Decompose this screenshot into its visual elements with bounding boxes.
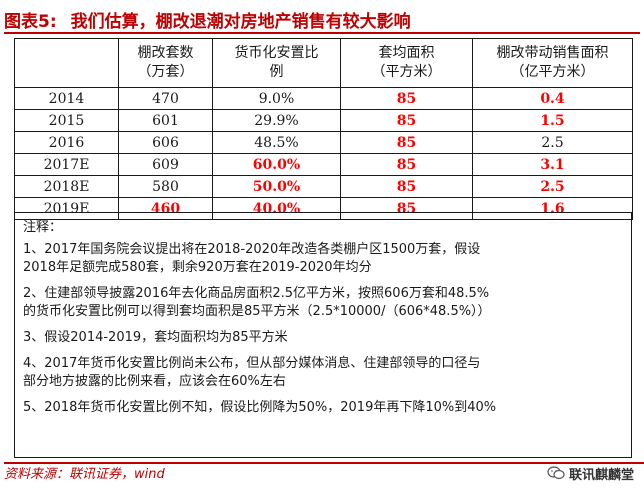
cell-sales: 2.5 bbox=[472, 131, 633, 154]
figure-number: 图表5: bbox=[4, 11, 57, 32]
cell-sets: 470 bbox=[118, 87, 213, 110]
table-row: 2015 601 29.9% 85 1.5 bbox=[14, 109, 633, 132]
cell-sales: 0.4 bbox=[472, 87, 633, 110]
cell-year: 2018E bbox=[14, 175, 119, 198]
cell-year: 2014 bbox=[14, 87, 119, 110]
table-row: 2017E 609 60.0% 85 3.1 bbox=[14, 153, 633, 176]
cell-year: 2017E bbox=[14, 153, 119, 176]
cell-sets: 606 bbox=[118, 131, 213, 154]
cell-year: 2016 bbox=[14, 131, 119, 154]
notes-box: 注释： 1、2017年国务院会议提出将在2018-2020年改造各类棚户区150… bbox=[14, 212, 632, 458]
header-cell-sets: 棚改套数 （万套） bbox=[118, 38, 213, 88]
notes-header: 注释： bbox=[23, 220, 63, 235]
cell-sales: 1.5 bbox=[472, 109, 633, 132]
cell-ratio: 9.0% bbox=[212, 87, 341, 110]
cell-sets: 601 bbox=[118, 109, 213, 132]
cell-ratio: 60.0% bbox=[212, 153, 341, 176]
table-header-row: 棚改套数 （万套） 货币化安置比例 套均面积 （平方米） 棚改带动销售面积 （亿平方米… bbox=[14, 38, 633, 88]
cell-sets: 580 bbox=[118, 175, 213, 198]
watermark: 联讯麒麟堂 bbox=[547, 462, 634, 484]
note-item: 5、2018年货币化安置比例不知，假设比例降为50%，2019年再下降10%到4… bbox=[23, 400, 497, 415]
figure-caption: 我们估算，棚改退潮对房地产销售有较大影响 bbox=[70, 11, 411, 32]
cell-sales: 3.1 bbox=[472, 153, 633, 176]
header-cell-ratio: 货币化安置比例 bbox=[212, 38, 341, 88]
cell-area: 85 bbox=[340, 153, 473, 176]
cell-area: 85 bbox=[340, 87, 473, 110]
cell-sales: 2.5 bbox=[472, 175, 633, 198]
data-table: 棚改套数 （万套） 货币化安置比例 套均面积 （平方米） 棚改带动销售面积 （亿平方米… bbox=[14, 38, 633, 220]
header-cell-sales: 棚改带动销售面积 （亿平方米） bbox=[472, 38, 633, 88]
watermark-text: 联讯麒麟堂 bbox=[568, 467, 634, 483]
header-cell-year bbox=[14, 38, 119, 88]
note-item: 4、2017年货币化安置比例尚未公布，但从部分媒体消息、住建部领导的口径与 部分… bbox=[23, 356, 481, 389]
cell-year: 2015 bbox=[14, 109, 119, 132]
table-row: 2016 606 48.5% 85 2.5 bbox=[14, 131, 633, 154]
table-row: 2014 470 9.0% 85 0.4 bbox=[14, 87, 633, 110]
cell-ratio: 48.5% bbox=[212, 131, 341, 154]
cell-area: 85 bbox=[340, 109, 473, 132]
cell-area: 85 bbox=[340, 131, 473, 154]
cell-ratio: 29.9% bbox=[212, 109, 341, 132]
cell-area: 85 bbox=[340, 175, 473, 198]
cell-ratio: 50.0% bbox=[212, 175, 341, 198]
wechat-icon bbox=[547, 466, 565, 480]
header-cell-area: 套均面积 （平方米） bbox=[340, 38, 473, 88]
figure-title: 图表5: 我们估算，棚改退潮对房地产销售有较大影响 bbox=[4, 6, 640, 34]
note-item: 3、假设2014-2019，套均面积均为85平方米 bbox=[23, 330, 288, 345]
note-item: 1、2017年国务院会议提出将在2018-2020年改造各类棚户区1500万套，… bbox=[23, 242, 481, 275]
note-item: 2、住建部领导披露2016年去化商品房面积2.5亿平方米，按照606万套和48.… bbox=[23, 286, 491, 319]
cell-sets: 609 bbox=[118, 153, 213, 176]
table-row: 2018E 580 50.0% 85 2.5 bbox=[14, 175, 633, 198]
source-line: 资料来源：联讯证券，wind bbox=[4, 462, 644, 486]
